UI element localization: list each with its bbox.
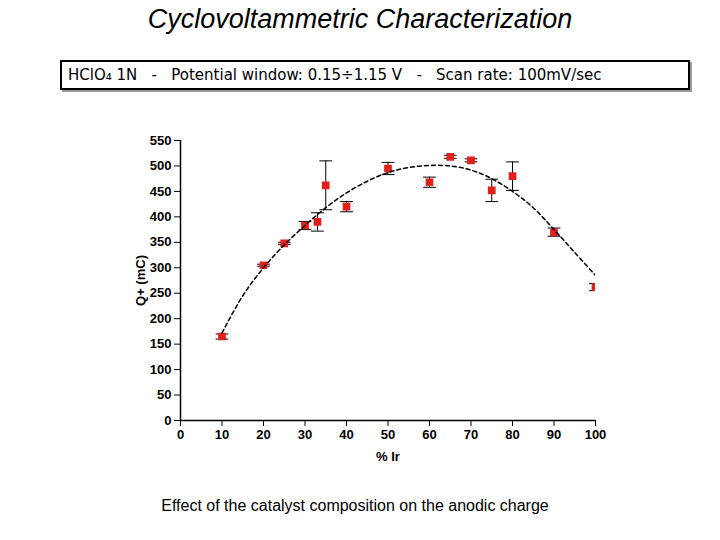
svg-text:80: 80 <box>505 427 519 442</box>
svg-text:100: 100 <box>585 427 607 442</box>
svg-text:20: 20 <box>256 427 270 442</box>
svg-text:50: 50 <box>157 387 171 402</box>
svg-text:300: 300 <box>150 260 172 275</box>
svg-text:30: 30 <box>298 427 312 442</box>
svg-text:60: 60 <box>422 427 436 442</box>
svg-text:40: 40 <box>339 427 353 442</box>
svg-text:550: 550 <box>150 133 172 148</box>
svg-text:0: 0 <box>177 427 184 442</box>
svg-text:500: 500 <box>150 158 172 173</box>
svg-text:50: 50 <box>381 427 395 442</box>
svg-text:250: 250 <box>150 285 172 300</box>
html-text:HClO₄ 1N - Potential window: 0: HClO₄ 1N - Potential window: 0.15÷1.15 V… <box>68 66 602 84</box>
svg-text:350: 350 <box>150 234 172 249</box>
svg-text:100: 100 <box>150 362 172 377</box>
svg-text:90: 90 <box>547 427 561 442</box>
svg-text:200: 200 <box>150 311 172 326</box>
svg-text:0: 0 <box>164 413 171 428</box>
svg-text:400: 400 <box>150 209 172 224</box>
html-text:Effect of the catalyst composi: Effect of the catalyst composition on th… <box>161 497 549 514</box>
svg-text:450: 450 <box>150 184 172 199</box>
svg-text:10: 10 <box>215 427 229 442</box>
svg-text:150: 150 <box>150 336 172 351</box>
html-text:Cyclovoltammetric Characteriza: Cyclovoltammetric Characterization <box>147 4 573 34</box>
svg-text:Q+ (mC): Q+ (mC) <box>133 255 148 306</box>
svg-text:% Ir: % Ir <box>376 449 400 464</box>
svg-text:70: 70 <box>464 427 478 442</box>
